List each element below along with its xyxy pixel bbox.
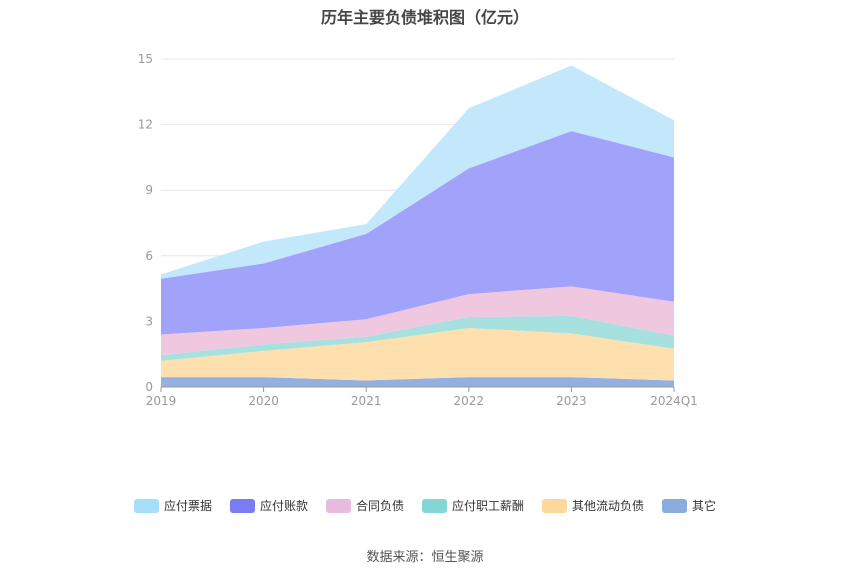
- chart-title: 历年主要负债堆积图（亿元）: [320, 8, 529, 27]
- legend-swatch: [662, 498, 688, 513]
- legend-item[interactable]: 应付账款: [229, 497, 308, 514]
- x-tick-label: 2022: [454, 394, 485, 408]
- y-tick-label: 3: [145, 314, 153, 328]
- x-tick-label: 2020: [248, 394, 279, 408]
- legend-item[interactable]: 其它: [662, 497, 716, 514]
- legend-label: 应付职工薪酬: [452, 499, 525, 513]
- area-其它: [161, 377, 674, 387]
- legend-swatch: [325, 498, 351, 513]
- legend: 应付票据 应付账款 合同负债 应付职工薪酬 其他流动负债 其它: [0, 497, 850, 514]
- area-应付票据: [161, 65, 674, 279]
- x-axis-labels: 2019 2020 2021 2022 2023 2024Q1: [146, 394, 698, 408]
- y-tick-label: 9: [145, 183, 153, 197]
- legend-item[interactable]: 应付职工薪酬: [422, 497, 524, 514]
- y-axis-labels: 0 3 6 9 12 15: [138, 52, 153, 394]
- x-tick-label: 2024Q1: [650, 394, 698, 408]
- legend-swatch: [422, 498, 447, 513]
- y-tick-label: 0: [145, 380, 153, 394]
- legend-label: 应付账款: [259, 499, 308, 513]
- legend-label: 其它: [692, 499, 717, 513]
- legend-swatch: [133, 498, 159, 513]
- area-应付职工薪酬: [161, 315, 674, 361]
- legend-label: 合同负债: [355, 499, 404, 513]
- area-series: [161, 65, 674, 387]
- data-source: 数据来源：恒生聚源: [366, 550, 484, 565]
- y-tick-label: 6: [145, 249, 153, 263]
- legend-item[interactable]: 应付票据: [133, 497, 212, 514]
- legend-item[interactable]: 合同负债: [325, 497, 404, 514]
- y-tick-label: 15: [138, 52, 153, 66]
- area-其他流动负债: [161, 327, 674, 381]
- legend-label: 应付票据: [163, 499, 212, 513]
- y-tick-label: 12: [138, 118, 153, 132]
- legend-swatch: [229, 498, 255, 513]
- x-axis: [160, 386, 675, 392]
- area-应付账款: [161, 131, 674, 335]
- x-tick-label: 2019: [146, 394, 177, 408]
- legend-swatch: [542, 498, 568, 513]
- legend-item[interactable]: 其他流动负债: [542, 497, 644, 514]
- legend-label: 其他流动负债: [572, 499, 645, 513]
- area-合同负债: [161, 286, 674, 356]
- x-tick-label: 2021: [351, 394, 382, 408]
- x-tick-label: 2023: [556, 394, 587, 408]
